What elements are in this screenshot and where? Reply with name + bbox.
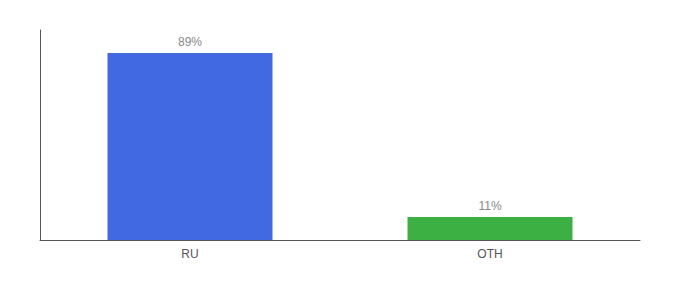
svg-text:89%: 89% <box>178 35 202 49</box>
svg-text:OTH: OTH <box>477 247 502 261</box>
svg-text:RU: RU <box>181 247 198 261</box>
svg-text:11%: 11% <box>478 199 501 213</box>
